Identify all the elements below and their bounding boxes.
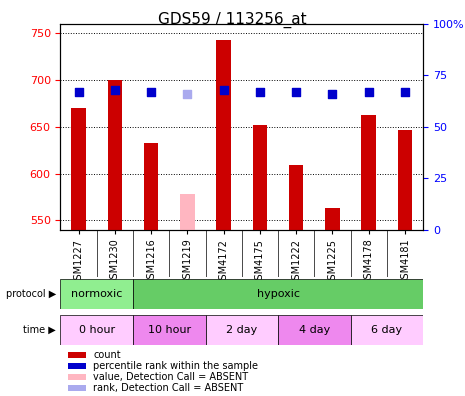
Text: 6 day: 6 day <box>372 325 402 335</box>
Point <box>365 89 372 95</box>
Bar <box>68 374 86 380</box>
Bar <box>107 80 122 230</box>
Point <box>147 89 155 95</box>
Bar <box>216 40 231 230</box>
Point <box>329 91 336 97</box>
Bar <box>278 315 351 345</box>
Bar <box>133 315 206 345</box>
Bar <box>68 363 86 369</box>
Point <box>292 89 300 95</box>
Bar <box>361 116 376 230</box>
Text: 10 hour: 10 hour <box>148 325 191 335</box>
Bar <box>68 385 86 391</box>
Bar <box>325 208 340 230</box>
Bar <box>351 315 423 345</box>
Bar <box>144 143 159 230</box>
Text: 4 day: 4 day <box>299 325 330 335</box>
Text: 2 day: 2 day <box>226 325 258 335</box>
Point <box>256 89 264 95</box>
Bar <box>180 194 195 230</box>
Bar <box>60 315 133 345</box>
Text: normoxic: normoxic <box>71 289 122 299</box>
Bar <box>398 129 412 230</box>
Text: count: count <box>93 350 121 360</box>
Bar <box>133 279 423 309</box>
Bar <box>60 279 133 309</box>
Text: hypoxic: hypoxic <box>257 289 299 299</box>
Bar <box>206 315 278 345</box>
Text: percentile rank within the sample: percentile rank within the sample <box>93 361 258 371</box>
Text: 0 hour: 0 hour <box>79 325 115 335</box>
Bar <box>71 108 86 230</box>
Point <box>111 86 119 93</box>
Text: GDS59 / 113256_at: GDS59 / 113256_at <box>158 12 307 28</box>
Text: rank, Detection Call = ABSENT: rank, Detection Call = ABSENT <box>93 383 243 393</box>
Text: time ▶: time ▶ <box>23 325 56 335</box>
Bar <box>68 352 86 358</box>
Bar <box>252 125 267 230</box>
Point <box>220 86 227 93</box>
Point <box>75 89 82 95</box>
Text: value, Detection Call = ABSENT: value, Detection Call = ABSENT <box>93 372 248 382</box>
Point <box>184 91 191 97</box>
Bar <box>289 165 304 230</box>
Text: protocol ▶: protocol ▶ <box>6 289 56 299</box>
Point <box>401 89 409 95</box>
